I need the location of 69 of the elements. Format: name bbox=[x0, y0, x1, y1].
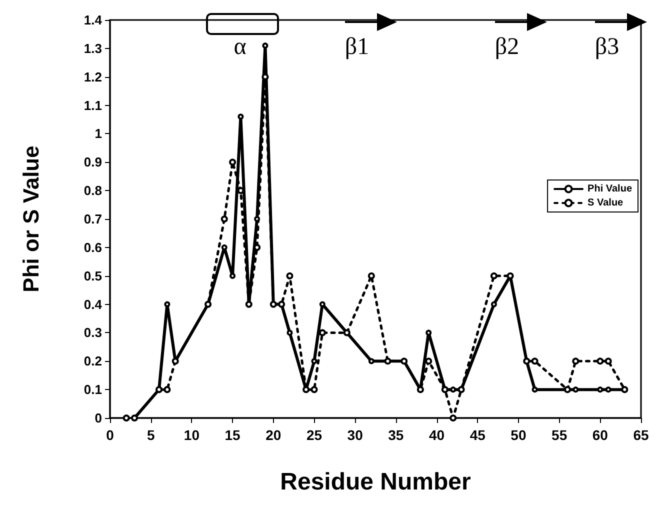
point bbox=[426, 330, 432, 336]
annotation: α bbox=[234, 34, 247, 60]
y-tick-label: 0 bbox=[94, 410, 102, 426]
point bbox=[531, 358, 538, 365]
point bbox=[230, 272, 236, 279]
x-tick-label: 5 bbox=[146, 427, 155, 443]
point bbox=[490, 301, 497, 308]
point bbox=[597, 386, 604, 393]
y-tick-label: 1.2 bbox=[84, 69, 102, 84]
point bbox=[604, 358, 612, 365]
point bbox=[318, 329, 326, 336]
point bbox=[490, 272, 498, 280]
point bbox=[286, 272, 294, 280]
point bbox=[254, 216, 260, 222]
x-tick-label: 45 bbox=[470, 427, 486, 443]
annotation: β1 bbox=[344, 34, 370, 60]
point bbox=[310, 386, 318, 394]
point bbox=[164, 301, 170, 308]
point bbox=[220, 216, 228, 222]
point bbox=[605, 386, 612, 393]
point bbox=[425, 358, 432, 365]
point bbox=[368, 358, 374, 364]
y-axis-title: Phi or S Value bbox=[18, 146, 44, 292]
point bbox=[164, 386, 171, 394]
point bbox=[311, 358, 318, 364]
x-tick-label: 65 bbox=[633, 427, 649, 443]
y-tick-label: 1.1 bbox=[84, 98, 102, 113]
point bbox=[286, 330, 293, 336]
point bbox=[122, 414, 130, 422]
y-tick-label: 1.4 bbox=[84, 12, 103, 28]
annotation: β3 bbox=[594, 34, 620, 60]
y-tick-label: 0.9 bbox=[84, 154, 102, 170]
legend-label: S Value bbox=[588, 198, 624, 208]
point bbox=[450, 414, 457, 422]
x-tick-label: 25 bbox=[306, 427, 322, 443]
legend-label: Phi Value bbox=[588, 184, 632, 194]
point bbox=[450, 386, 456, 393]
y-tick-label: 0.8 bbox=[84, 183, 102, 198]
y-tick-label: 0.6 bbox=[84, 240, 102, 255]
y-tick-label: 0.2 bbox=[84, 354, 102, 369]
x-tick-label: 60 bbox=[592, 427, 608, 443]
point bbox=[262, 42, 268, 49]
point bbox=[532, 386, 538, 393]
point bbox=[596, 358, 604, 365]
point bbox=[319, 301, 326, 308]
x-axis-title: Residue Number bbox=[280, 468, 471, 496]
point bbox=[572, 358, 580, 365]
x-tick-label: 0 bbox=[106, 427, 114, 443]
y-tick-label: 0.5 bbox=[84, 268, 102, 284]
x-tick-label: 55 bbox=[552, 427, 568, 443]
y-tick-label: 1.3 bbox=[84, 40, 102, 56]
point bbox=[229, 158, 236, 166]
point bbox=[368, 272, 375, 280]
x-tick-label: 50 bbox=[510, 427, 526, 443]
annotation: β2 bbox=[494, 34, 520, 60]
x-tick-label: 10 bbox=[184, 427, 200, 443]
x-tick-label: 20 bbox=[266, 427, 282, 443]
point bbox=[221, 244, 228, 250]
point bbox=[572, 386, 579, 393]
x-tick-label: 40 bbox=[428, 427, 445, 443]
y-tick-label: 0.4 bbox=[84, 296, 103, 312]
x-tick-label: 35 bbox=[388, 427, 404, 443]
y-tick-label: 1 bbox=[94, 126, 102, 142]
x-tick-label: 15 bbox=[224, 427, 241, 443]
point bbox=[238, 114, 244, 120]
y-tick-label: 0.3 bbox=[84, 325, 102, 340]
y-tick-label: 0.7 bbox=[84, 212, 102, 226]
x-tick-label: 30 bbox=[347, 427, 364, 443]
y-tick-label: 0.1 bbox=[84, 382, 102, 398]
